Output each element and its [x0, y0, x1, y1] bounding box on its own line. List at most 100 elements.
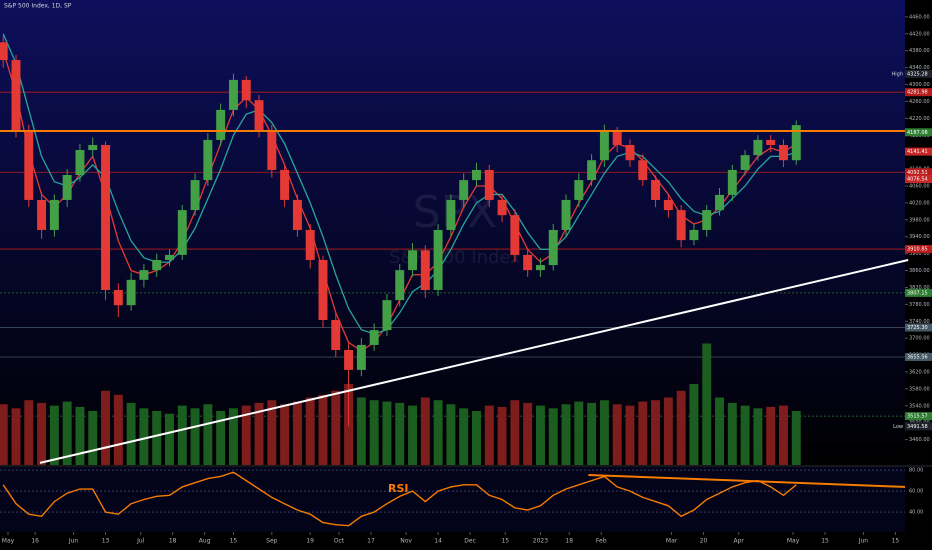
y-tick-label: 4340.00	[909, 65, 930, 71]
y-tick-label: 3940.00	[909, 234, 930, 240]
x-tick-label: 15	[892, 538, 900, 545]
rsi-trendline	[588, 473, 906, 488]
candle-body	[523, 254, 533, 271]
volume-bar	[126, 402, 136, 465]
x-tick-label: Jun	[858, 538, 869, 545]
volume-bar	[638, 401, 648, 465]
volume-bar	[753, 408, 763, 465]
x-tick-label: 18	[565, 538, 573, 545]
candle-body	[612, 130, 622, 145]
level-tag	[905, 69, 932, 78]
volume-bar	[49, 405, 59, 465]
y-tick-label: 3580.00	[909, 386, 930, 392]
candle-body	[280, 169, 290, 200]
candle-body	[689, 229, 699, 241]
level-tag	[905, 412, 932, 421]
volume-bar	[382, 401, 392, 465]
candle-body	[203, 139, 213, 181]
level-tag	[905, 175, 932, 184]
level-tag	[905, 352, 932, 361]
volume-bar	[472, 411, 481, 465]
level-tag	[905, 323, 932, 332]
volume-bar	[369, 400, 379, 465]
candle-body	[126, 279, 136, 306]
volume-bar	[216, 411, 226, 465]
x-tick-label: Nov	[400, 538, 412, 545]
x-tick-label: Dec	[464, 538, 476, 545]
volume-bar	[267, 400, 277, 465]
candle-body	[548, 229, 558, 266]
candle-body	[382, 300, 392, 331]
candle-body	[11, 60, 21, 131]
candle-body	[101, 144, 111, 290]
candle-body	[165, 254, 174, 260]
volume-bar	[433, 400, 443, 465]
x-tick-label: 15	[501, 538, 509, 545]
volume-bar	[535, 405, 545, 465]
candle-body	[152, 259, 162, 271]
volume-bar	[689, 384, 699, 465]
candle-body	[0, 42, 8, 61]
level-tag	[905, 288, 932, 297]
volume-bar	[791, 411, 801, 465]
x-tick-label: Aug	[199, 538, 211, 545]
candle-body	[420, 250, 430, 290]
level-tag	[905, 147, 932, 156]
level-label: 3807.15	[907, 290, 928, 296]
level-label: 4141.41	[907, 149, 928, 155]
x-tick-label: 15	[230, 538, 238, 545]
volume-bar	[561, 404, 571, 465]
y-tick-label: 3820.00	[909, 285, 930, 291]
y-tick-label: 4020.00	[909, 200, 930, 206]
x-tick-label: Apr	[734, 538, 745, 545]
candle-body	[702, 210, 712, 230]
candle-body	[676, 210, 686, 241]
y-tick-label: 3460.00	[909, 437, 930, 443]
candle-body	[446, 199, 456, 230]
volume-bar	[228, 408, 238, 465]
y-tick-label: 4300.00	[909, 82, 930, 88]
candle-body	[638, 160, 648, 181]
volume-bar	[280, 404, 290, 465]
candle-body	[216, 109, 226, 140]
candle-body	[228, 79, 238, 110]
level-label: 3910.85	[907, 247, 928, 253]
candle-body	[305, 229, 315, 260]
candle-body	[267, 130, 277, 170]
x-tick-label: 13	[102, 538, 110, 545]
x-tick-label: Jul	[136, 538, 145, 545]
candle-body	[433, 229, 443, 290]
candle-body	[459, 180, 469, 200]
y-tick-label: 3740.00	[909, 319, 930, 325]
y-tick-label: 4220.00	[909, 116, 930, 122]
volume-bar	[139, 408, 149, 465]
volume-bar	[446, 404, 456, 465]
volume-bar	[203, 404, 213, 465]
candle-body	[510, 215, 520, 255]
candle-body	[88, 144, 98, 151]
candle-body	[49, 199, 59, 230]
volume-bar	[625, 405, 635, 465]
volume-bar	[356, 397, 366, 465]
level-label: 3725.30	[907, 325, 928, 331]
x-tick-label: 16	[31, 538, 39, 545]
volume-bar	[599, 400, 609, 465]
level-label: 4281.98	[907, 90, 928, 96]
y-tick-label: 4260.00	[909, 99, 930, 105]
volume-bar	[305, 397, 315, 465]
candle-body	[190, 180, 200, 211]
volume-bar	[420, 397, 430, 465]
level-tag	[905, 128, 932, 137]
candle-body	[740, 155, 750, 170]
level-tag	[905, 168, 932, 177]
x-tick-label: 15	[821, 538, 829, 545]
volume-bar	[484, 405, 494, 465]
volume-bar	[459, 408, 469, 465]
candle-body	[766, 139, 776, 145]
x-tick-label: 2023	[533, 538, 548, 545]
candle-body	[484, 169, 494, 200]
candle-body	[791, 125, 801, 161]
volume-bar	[587, 402, 597, 465]
volume-bar	[318, 394, 328, 465]
